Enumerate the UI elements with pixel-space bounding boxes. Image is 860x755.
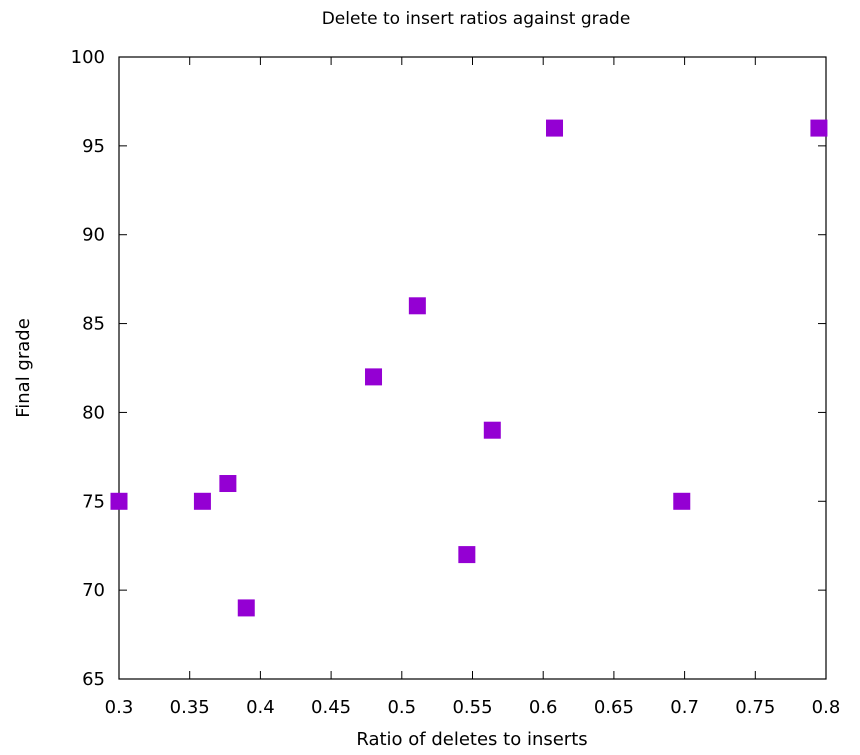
y-tick-label: 75	[82, 491, 105, 512]
x-tick-label: 0.45	[311, 697, 351, 718]
data-point	[219, 475, 237, 493]
x-tick-label: 0.3	[105, 697, 134, 718]
y-tick-label: 70	[82, 580, 105, 601]
x-tick-label: 0.65	[594, 697, 634, 718]
data-point	[110, 492, 128, 510]
data-points	[110, 119, 828, 617]
data-point	[673, 492, 691, 510]
y-tick-label: 90	[82, 225, 105, 246]
y-tick-label: 100	[71, 47, 105, 68]
x-tick-label: 0.6	[529, 697, 558, 718]
plot-frame	[118, 56, 827, 680]
y-tick-label: 95	[82, 136, 105, 157]
data-point	[483, 421, 501, 439]
x-tick-label: 0.8	[812, 697, 841, 718]
x-tick-label: 0.75	[735, 697, 775, 718]
chart-title: Delete to insert ratios against grade	[322, 9, 631, 29]
y-tick-label: 65	[82, 669, 105, 690]
data-point	[458, 546, 476, 564]
x-axis-label: Ratio of deletes to inserts	[356, 729, 587, 750]
x-axis: 0.3 0.35 0.4 0.45 0.5 0.55 0.6 0.65 0.7 0.75 0.8	[105, 57, 841, 718]
data-point	[546, 119, 564, 137]
data-point	[365, 368, 383, 386]
y-tick-label: 80	[82, 402, 105, 423]
data-point	[193, 492, 211, 510]
data-point	[237, 599, 255, 617]
x-tick-label: 0.35	[170, 697, 210, 718]
y-axis: 65 70 75 80 85 90 95 100	[71, 47, 826, 690]
data-point	[810, 119, 828, 137]
data-point	[408, 297, 426, 315]
x-tick-label: 0.4	[246, 697, 275, 718]
x-tick-label: 0.7	[670, 697, 699, 718]
x-tick-label: 0.5	[387, 697, 416, 718]
y-tick-label: 85	[82, 314, 105, 335]
x-tick-label: 0.55	[452, 697, 492, 718]
y-axis-label: Final grade	[13, 318, 34, 418]
